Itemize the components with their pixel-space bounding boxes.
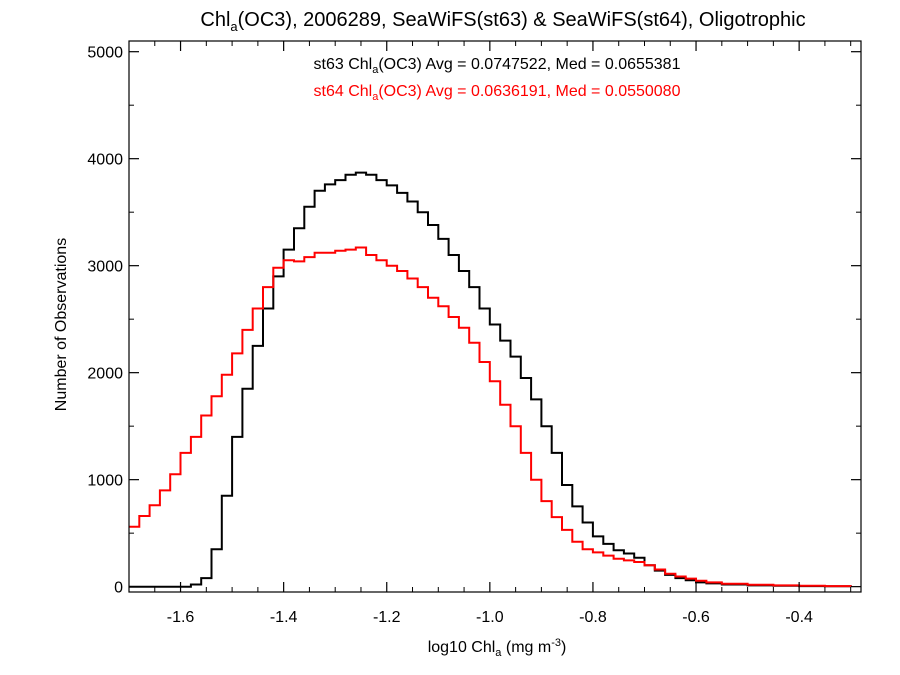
series-line-st63 <box>129 171 852 588</box>
y-axis-label: Number of Observations <box>53 238 70 411</box>
x-tick-label: -0.6 <box>682 609 710 626</box>
y-tick-label: 5000 <box>87 45 123 62</box>
series-lines <box>129 171 852 588</box>
x-axis-label: log10 Chla (mg m-3) <box>428 637 567 659</box>
chart-title: Chla(OC3), 2006289, SeaWiFS(st63) & SeaW… <box>200 9 805 34</box>
x-tick-label: -1.0 <box>476 609 504 626</box>
x-tick-label: -1.4 <box>270 609 298 626</box>
title-text: Chla(OC3), 2006289, SeaWiFS(st63) & SeaW… <box>200 9 805 34</box>
x-label-text: log10 Chla (mg m-3) <box>428 637 567 659</box>
annotation-st64: st64 Chla(OC3) Avg = 0.0636191, Med = 0.… <box>314 83 681 103</box>
x-tick-label: -1.2 <box>373 609 401 626</box>
x-axis: -1.6 -1.4 -1.2 -1.0 -0.8 -0.6 -0.4 <box>128 41 852 626</box>
x-tick-label: -0.4 <box>785 609 813 626</box>
x-tick-label: -1.6 <box>167 609 195 626</box>
y-tick-label: 3000 <box>87 259 123 276</box>
series-line-st64 <box>129 246 852 588</box>
y-tick-label: 1000 <box>87 473 123 490</box>
y-tick-label: 4000 <box>87 152 123 169</box>
x-tick-label: -0.8 <box>579 609 607 626</box>
y-tick-label: 0 <box>114 580 123 597</box>
plot-frame <box>128 40 862 593</box>
y-axis: 0 1000 2000 3000 4000 5000 <box>87 45 861 597</box>
y-tick-label: 2000 <box>87 366 123 383</box>
stats-annotations: st63 Chla(OC3) Avg = 0.0747522, Med = 0.… <box>314 56 681 103</box>
annotation-st63: st63 Chla(OC3) Avg = 0.0747522, Med = 0.… <box>314 56 681 76</box>
